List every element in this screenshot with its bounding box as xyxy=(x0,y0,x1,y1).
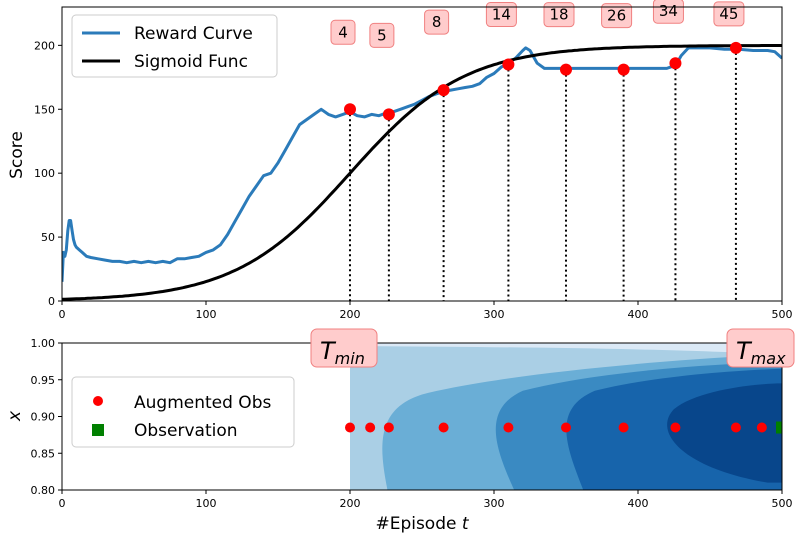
t-max-annotation: Tmax xyxy=(726,328,795,368)
marker-label: 5 xyxy=(377,26,387,44)
augmented-obs-point xyxy=(561,422,571,433)
reward-marker xyxy=(617,63,630,76)
top-axes-frame xyxy=(61,6,783,302)
reward-marker xyxy=(344,103,356,116)
legend-reward-label: Reward Curve xyxy=(134,24,253,44)
marker-label-box xyxy=(713,1,745,27)
augmented-obs-point xyxy=(756,422,767,433)
marker-label-box xyxy=(369,22,395,48)
reward-marker xyxy=(729,41,742,54)
top-y-tick-label: 150 xyxy=(34,103,55,116)
bottom-axis-ticks: 0 100 200 300 400 500 0.80 0.85 0.90 0.95 1.00 xyxy=(31,337,793,510)
bottom-x-tick-label: 400 xyxy=(628,497,649,510)
augmented-obs-point xyxy=(365,422,376,433)
top-y-tick-label: 0 xyxy=(48,295,55,308)
top-y-tick-label: 50 xyxy=(41,231,55,244)
legend-observation-label: Observation xyxy=(134,421,238,441)
top-y-axis-label: Score xyxy=(7,131,27,179)
bottom-y-tick-label: 0.80 xyxy=(31,484,56,497)
bottom-legend: Augmented Obs Observation xyxy=(71,376,295,448)
marker-label-box xyxy=(424,9,450,35)
marker-label: 45 xyxy=(719,5,738,23)
top-axis-ticks: 0 100 200 300 400 500 0 50 100 150 200 xyxy=(34,39,793,321)
bottom-x-axis-label: #Episode t xyxy=(375,514,469,534)
legend-augmented-swatch xyxy=(93,396,103,406)
top-x-tick-label: 100 xyxy=(196,308,217,321)
top-legend-box xyxy=(71,14,278,78)
contour-bands xyxy=(350,343,782,490)
legend-observation-swatch xyxy=(92,424,104,436)
marker-labels: 4 58 14 18 26 34 45 xyxy=(330,0,745,48)
marker-label: 8 xyxy=(432,13,442,31)
augmented-obs-point xyxy=(438,422,449,433)
reward-marker xyxy=(502,58,515,71)
bottom-y-tick-label: 0.85 xyxy=(31,447,56,460)
reward-curve-line xyxy=(62,46,782,282)
reward-marker xyxy=(560,63,572,76)
augmented-obs-point xyxy=(730,422,741,433)
marker-label-box xyxy=(543,2,575,28)
marker-drop-lines xyxy=(349,47,737,301)
marker-label: 26 xyxy=(607,7,626,25)
bottom-x-tick-label: 500 xyxy=(772,497,793,510)
bottom-y-axis-label: x xyxy=(5,410,25,422)
reward-markers xyxy=(344,41,742,121)
bottom-x-tick-label: 0 xyxy=(59,497,66,510)
augmented-obs-point xyxy=(670,422,681,433)
t-min-box xyxy=(310,328,378,368)
marker-label: 18 xyxy=(549,6,568,24)
augmented-obs-point xyxy=(383,422,394,433)
top-y-tick-label: 200 xyxy=(34,39,55,52)
legend-sigmoid-label: Sigmoid Func xyxy=(134,52,248,72)
top-x-tick-label: 0 xyxy=(59,308,66,321)
augmented-obs-point xyxy=(345,422,355,433)
t-max-box xyxy=(726,328,795,368)
bottom-axes-frame xyxy=(61,342,783,491)
marker-label-box xyxy=(485,2,517,28)
t-min-annotation: Tmin xyxy=(310,328,378,368)
top-y-tick-label: 100 xyxy=(34,167,55,180)
reward-marker xyxy=(382,108,395,121)
bottom-x-tick-label: 100 xyxy=(196,497,217,510)
bottom-y-tick-label: 0.90 xyxy=(31,411,56,424)
marker-label-box xyxy=(652,0,684,24)
bottom-panel: 0 100 200 300 400 500 0.80 0.85 0.90 0.95 1.00 x #… xyxy=(5,328,795,534)
marker-label-box xyxy=(601,3,633,29)
top-x-tick-label: 500 xyxy=(772,308,793,321)
bottom-x-tick-label: 200 xyxy=(340,497,361,510)
augmented-obs-point xyxy=(503,422,514,433)
bottom-x-tick-label: 300 xyxy=(484,497,505,510)
top-legend: Reward Curve Sigmoid Func xyxy=(71,14,278,78)
bottom-points xyxy=(345,421,782,434)
bottom-legend-box xyxy=(71,376,295,448)
reward-marker xyxy=(669,57,682,70)
augmented-obs-point xyxy=(618,422,629,433)
bottom-y-tick-label: 0.95 xyxy=(31,374,56,387)
top-x-tick-label: 300 xyxy=(484,308,505,321)
contour-band xyxy=(667,383,782,483)
top-x-tick-label: 200 xyxy=(340,308,361,321)
legend-augmented-label: Augmented Obs xyxy=(134,393,271,413)
top-x-tick-label: 400 xyxy=(628,308,649,321)
sigmoid-curve-line xyxy=(62,44,782,301)
marker-label-box xyxy=(330,19,356,45)
bottom-y-tick-label: 1.00 xyxy=(31,337,56,350)
marker-label: 14 xyxy=(492,6,511,24)
observation-point xyxy=(776,421,782,434)
contour-band xyxy=(350,343,782,355)
marker-label: 4 xyxy=(338,23,348,41)
reward-marker xyxy=(437,84,450,97)
marker-label: 34 xyxy=(659,2,678,20)
